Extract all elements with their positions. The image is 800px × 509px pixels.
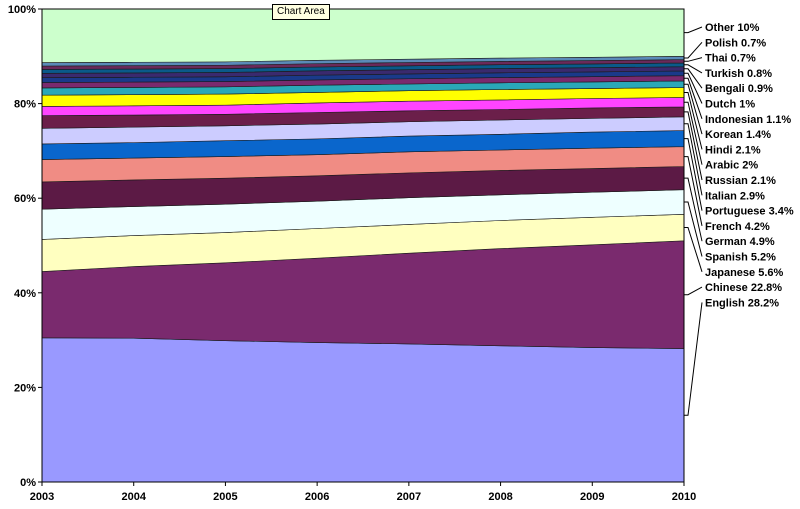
y-tick-label: 20% [14, 382, 36, 394]
y-tick-label: 100% [8, 4, 36, 16]
chart-axes: 0% 20% 40% 60% 80% 100% 2003 2004 2005 2006 2007 20… [8, 4, 696, 503]
y-tick-label: 60% [14, 193, 36, 205]
legend-label-russian: Russian 2.1% [705, 175, 776, 187]
legend-leader-line [684, 77, 703, 119]
x-tick-label: 2008 [488, 491, 512, 503]
legend-label-hindi: Hindi 2.1% [705, 144, 761, 156]
legend-leader-line [684, 83, 703, 135]
x-tick-label: 2006 [305, 491, 329, 503]
x-tick-label: 2009 [580, 491, 604, 503]
area-other [41, 8, 685, 63]
legend-leader-line [684, 227, 703, 272]
legend-label-german: German 4.9% [705, 236, 775, 248]
x-tick-label: 2003 [30, 491, 54, 503]
chart-areas [41, 8, 685, 483]
legend-leader-line [684, 26, 703, 34]
chart-legend: Other 10% Polish 0.7% Thai 0.7% Turkish 0.8… [684, 22, 794, 416]
legend-leader-line [684, 72, 703, 104]
legend-label-chinese: Chinese 22.8% [705, 282, 782, 294]
legend-leader-line [684, 286, 703, 296]
legend-leader-line [684, 177, 703, 242]
legend-leader-line [684, 302, 703, 416]
y-tick-label: 0% [20, 477, 36, 489]
legend-leader-line [684, 101, 703, 165]
legend-leader-line [684, 41, 703, 59]
x-tick-label: 2004 [121, 491, 146, 503]
legend-label-turkish: Turkish 0.8% [705, 68, 772, 80]
legend-label-spanish: Spanish 5.2% [705, 252, 776, 264]
plot-area-border [41, 8, 685, 483]
legend-label-polish: Polish 0.7% [705, 37, 766, 49]
y-tick-label: 40% [14, 288, 36, 300]
legend-leader-line [684, 156, 703, 226]
x-tick-label: 2010 [672, 491, 696, 503]
legend-label-bengali: Bengali 0.9% [705, 83, 773, 95]
x-tick-label: 2005 [213, 491, 237, 503]
legend-leader-line [684, 201, 703, 257]
legend-leader-line [684, 138, 703, 211]
legend-label-korean: Korean 1.4% [705, 129, 771, 141]
legend-label-indonesian: Indonesian 1.1% [705, 114, 791, 126]
legend-label-japanese: Japanese 5.6% [705, 267, 783, 279]
legend-label-english: English 28.2% [705, 297, 779, 309]
legend-leader-line [684, 68, 703, 89]
legend-label-thai: Thai 0.7% [705, 53, 756, 65]
legend-leader-line [684, 64, 703, 74]
legend-label-arabic: Arabic 2% [705, 160, 758, 172]
y-tick-label: 80% [14, 99, 36, 111]
legend-leader-line [684, 123, 703, 196]
legend-label-italian: Italian 2.9% [705, 190, 765, 202]
legend-leader-line [684, 111, 703, 181]
legend-label-other: Other 10% [705, 22, 760, 34]
legend-label-dutch: Dutch 1% [705, 99, 755, 111]
legend-label-portuguese: Portuguese 3.4% [705, 206, 794, 218]
chart-area-tooltip: Chart Area [272, 4, 330, 20]
legend-label-french: French 4.2% [705, 221, 770, 233]
area-english [41, 337, 685, 483]
legend-leader-line [684, 57, 703, 62]
x-tick-label: 2007 [397, 491, 421, 503]
legend-leader-line [684, 92, 703, 150]
